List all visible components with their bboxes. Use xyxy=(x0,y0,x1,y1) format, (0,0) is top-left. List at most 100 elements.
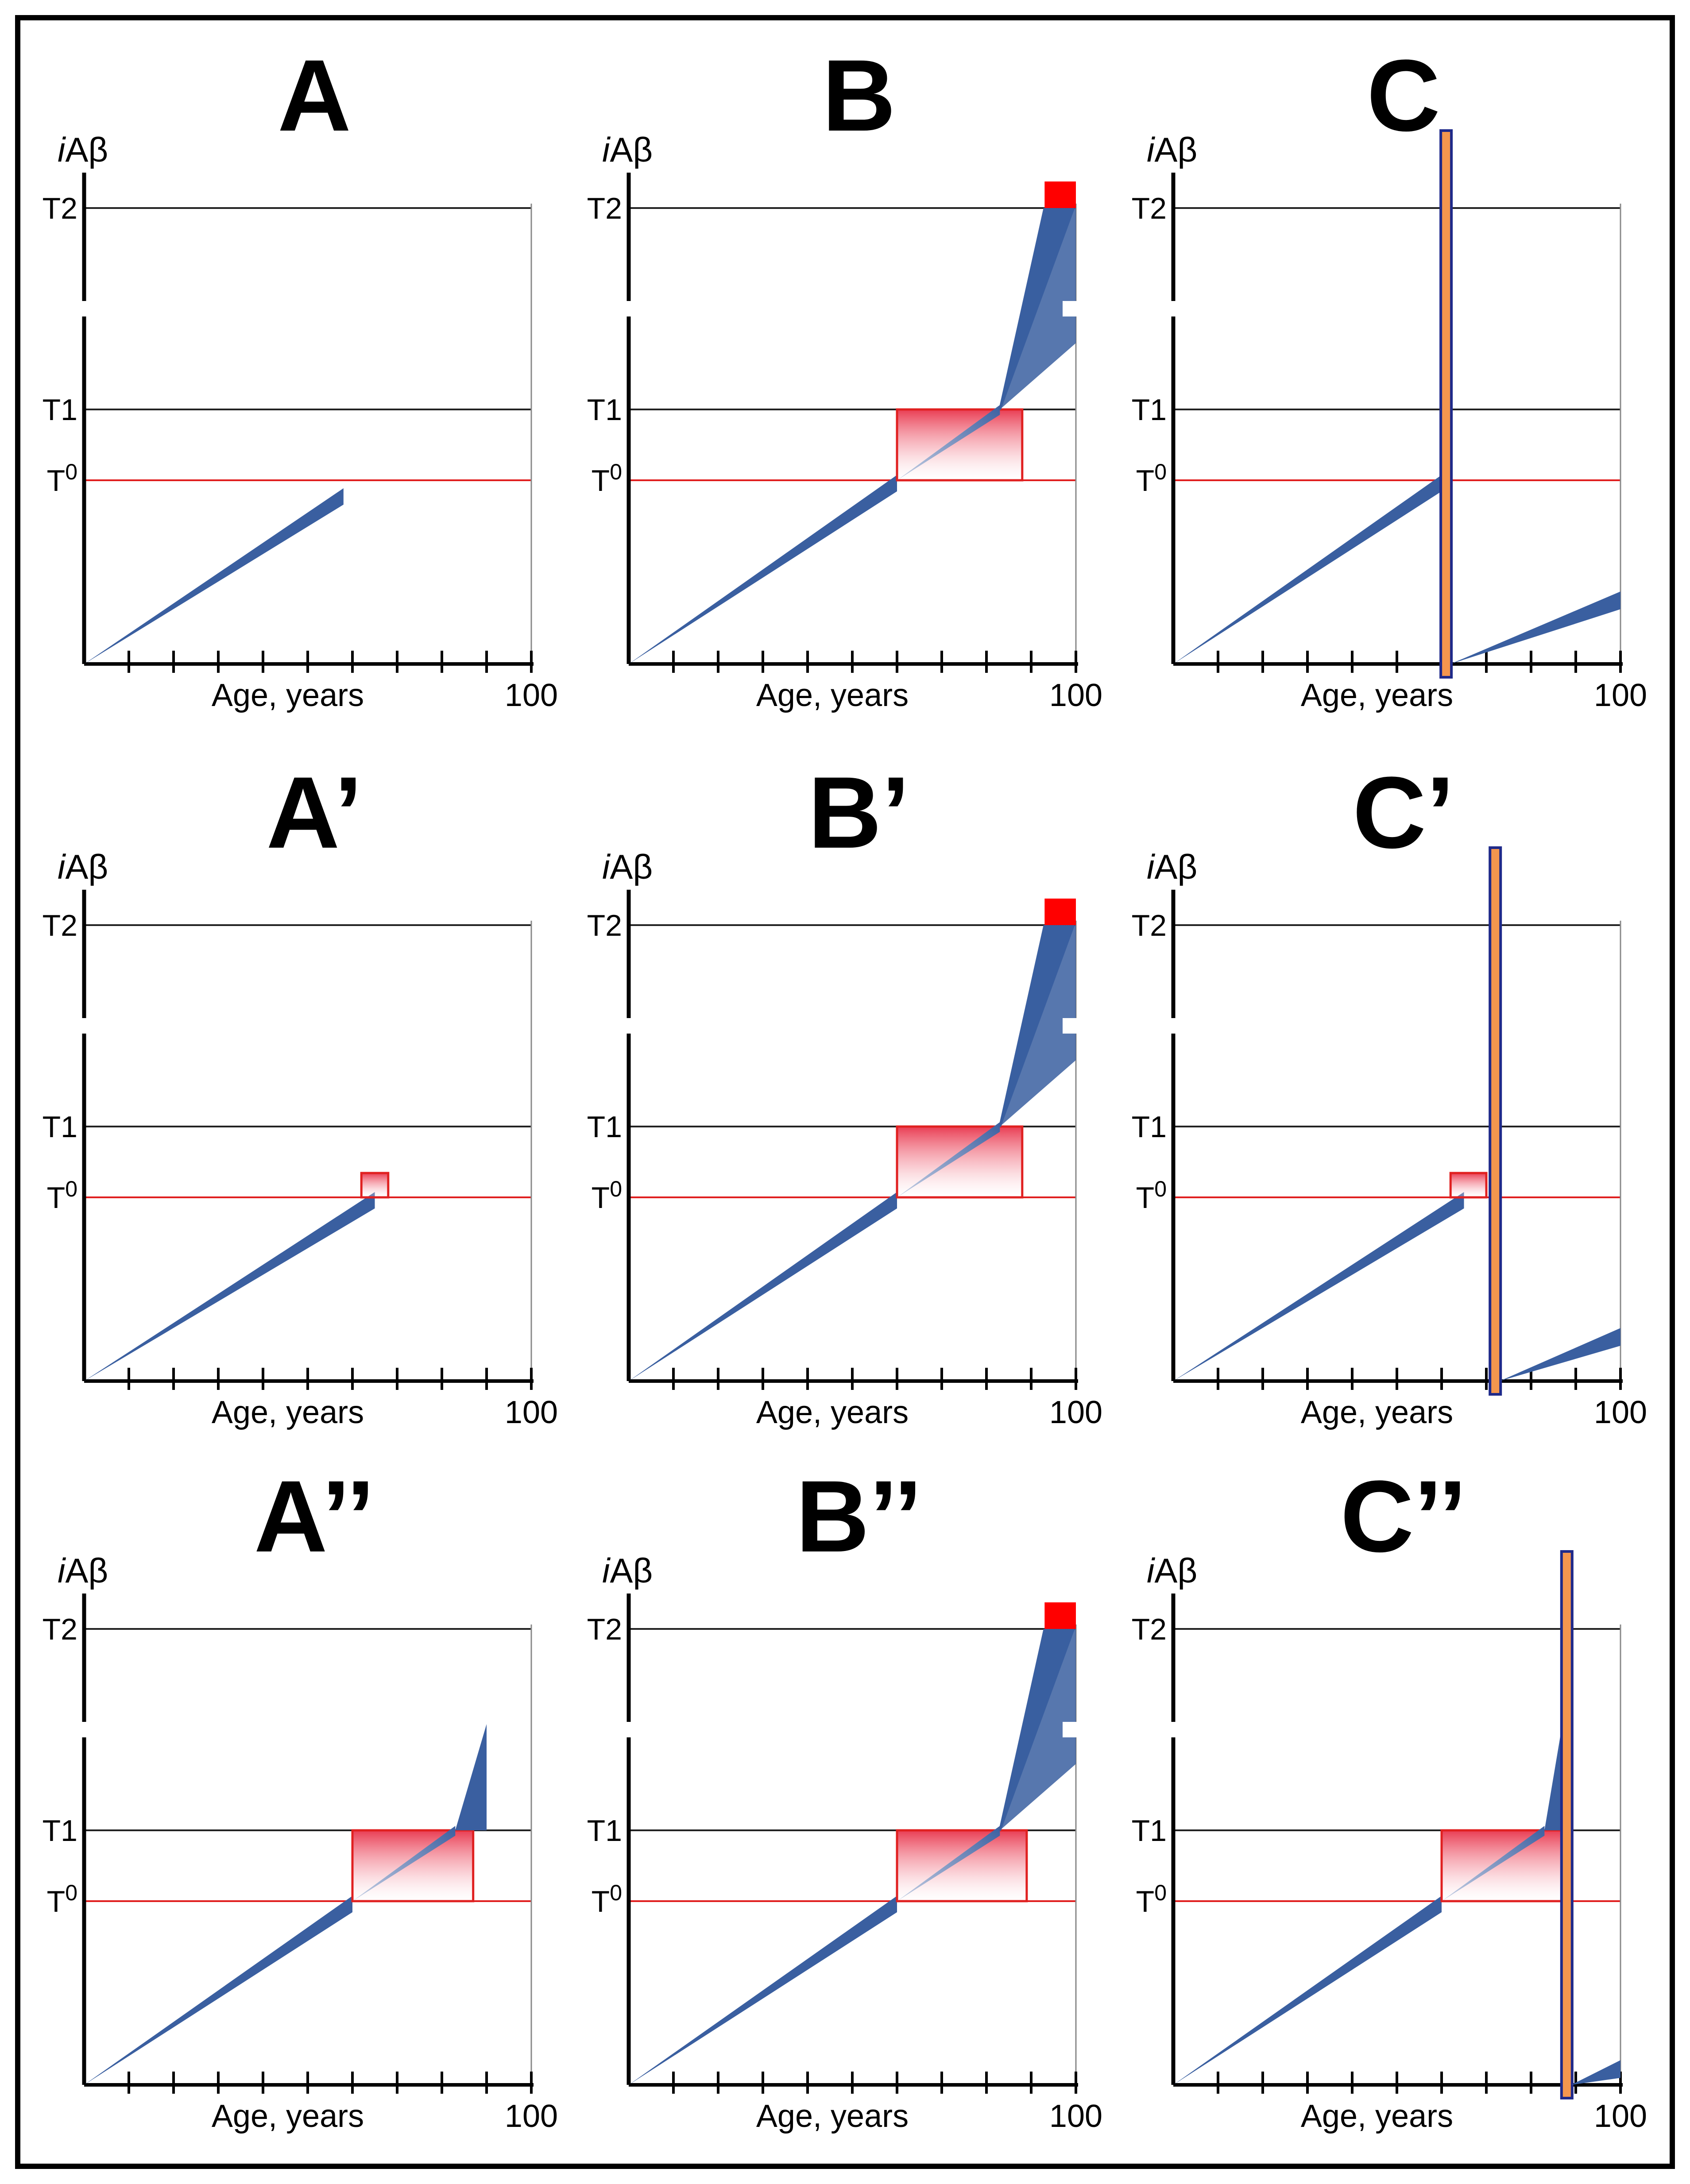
curve-band xyxy=(629,1896,897,2085)
curve-band xyxy=(629,475,897,664)
red-window xyxy=(896,408,1024,482)
y-axis-label: iAβ xyxy=(58,130,108,169)
panel-title: A’ xyxy=(266,756,362,869)
panel-A1: A’ iAβ T2 T1 T0 Age, years 100 xyxy=(43,756,558,1430)
fan-gap xyxy=(1063,301,1078,316)
label-t1: T1 xyxy=(1132,393,1167,427)
label-t0: T0 xyxy=(592,1177,622,1215)
label-t0: T0 xyxy=(47,1177,77,1215)
panel-title: C’’ xyxy=(1340,1459,1466,1573)
red-block xyxy=(1044,1602,1076,1629)
drug-bar xyxy=(1439,129,1453,679)
label-t0: T0 xyxy=(1136,459,1167,498)
panel-C2: C’’ iAβ T2 T1 T0 Age, years 100 xyxy=(1132,1459,1647,2134)
x-axis-max: 100 xyxy=(1049,1395,1102,1430)
x-axis-max: 100 xyxy=(1049,2099,1102,2134)
fan-band xyxy=(1000,208,1076,409)
label-t0: T0 xyxy=(47,459,77,498)
panel-title: B’’ xyxy=(796,1459,922,1573)
panel-title: C xyxy=(1367,39,1440,152)
label-t2: T2 xyxy=(1132,1613,1167,1646)
label-t1: T1 xyxy=(1132,1110,1167,1144)
label-t1: T1 xyxy=(587,393,622,427)
curve-band xyxy=(1173,1192,1464,1381)
x-axis-label: Age, years xyxy=(212,2099,364,2134)
panel-A2: A’’ iAβ T2 T1 T0 Age, years 100 xyxy=(43,1459,558,2134)
x-axis-max: 100 xyxy=(1049,678,1102,713)
x-axis-max: 100 xyxy=(1594,678,1647,713)
x-axis-label: Age, years xyxy=(1301,678,1453,713)
x-axis-max: 100 xyxy=(505,678,558,713)
label-t2: T2 xyxy=(43,909,77,942)
drug-bar xyxy=(1489,846,1502,1396)
curve-band xyxy=(629,1192,897,1381)
fan-band xyxy=(1000,925,1076,1127)
restart-band xyxy=(1500,1328,1620,1381)
x-axis-max: 100 xyxy=(505,2099,558,2134)
label-t2: T2 xyxy=(43,1613,77,1646)
restart-band xyxy=(1571,2060,1620,2085)
x-axis-label: Age, years xyxy=(1301,2099,1453,2134)
curve-band-window xyxy=(897,405,1000,480)
x-axis-label: Age, years xyxy=(756,678,909,713)
panel-title: B xyxy=(822,39,896,152)
label-t0: T0 xyxy=(592,1880,622,1918)
label-t2: T2 xyxy=(587,909,622,942)
label-t2: T2 xyxy=(43,192,77,225)
curve-band xyxy=(84,1896,352,2085)
panel-title: C’ xyxy=(1353,756,1454,869)
spike-band xyxy=(1544,1724,1562,1830)
x-axis-label: Age, years xyxy=(212,1395,364,1430)
panel-B2: B’’ iAβ T2 T1 T0 Age, years 100 xyxy=(587,1459,1102,2134)
label-t0: T0 xyxy=(1136,1880,1167,1918)
label-t0: T0 xyxy=(47,1880,77,1918)
label-t0: T0 xyxy=(592,459,622,498)
y-axis-label: iAβ xyxy=(1147,847,1197,886)
restart-band xyxy=(1450,591,1620,664)
red-block xyxy=(1044,181,1076,208)
red-window xyxy=(1449,1172,1488,1199)
x-axis-label: Age, years xyxy=(756,1395,909,1430)
label-t2: T2 xyxy=(1132,192,1167,225)
curve-band xyxy=(1173,475,1442,664)
panel-title: A’’ xyxy=(254,1459,375,1573)
fan-gap xyxy=(1063,1722,1078,1737)
curve-band-window xyxy=(897,1826,1000,1901)
y-axis-label: iAβ xyxy=(1147,130,1197,169)
label-t1: T1 xyxy=(1132,1814,1167,1848)
curve-band-window xyxy=(1442,1826,1545,1901)
label-t2: T2 xyxy=(587,1613,622,1646)
panel-title: B’ xyxy=(808,756,910,869)
label-t2: T2 xyxy=(1132,909,1167,942)
x-axis-max: 100 xyxy=(1594,2099,1647,2134)
red-block xyxy=(1044,899,1076,925)
curve-band-window xyxy=(352,1826,456,1901)
red-window xyxy=(1440,1829,1568,1902)
red-window xyxy=(360,1172,390,1199)
fan-gap xyxy=(1063,1018,1078,1034)
red-window xyxy=(896,1125,1024,1199)
label-t1: T1 xyxy=(43,393,77,427)
curve-band xyxy=(1173,1896,1442,2085)
panel-C1: C’ iAβ T2 T1 T0 Age, years 100 xyxy=(1132,756,1647,1430)
label-t1: T1 xyxy=(43,1110,77,1144)
y-axis-label: iAβ xyxy=(602,1551,653,1590)
curve-band-window xyxy=(897,1122,1000,1197)
x-axis-max: 100 xyxy=(1594,1395,1647,1430)
label-t1: T1 xyxy=(587,1814,622,1848)
red-window xyxy=(351,1829,475,1902)
panel-title: A xyxy=(278,39,351,152)
outer-frame xyxy=(15,15,1675,2169)
label-t1: T1 xyxy=(43,1814,77,1848)
label-t1: T1 xyxy=(587,1110,622,1144)
label-t2: T2 xyxy=(587,192,622,225)
red-window xyxy=(896,1829,1028,1902)
curve-band xyxy=(84,488,344,664)
y-axis-label: iAβ xyxy=(58,1551,108,1590)
y-axis-label: iAβ xyxy=(1147,1551,1197,1590)
y-axis-label: iAβ xyxy=(602,847,653,886)
panel-B1: B’ iAβ T2 T1 T0 Age, years 100 xyxy=(587,756,1102,1430)
